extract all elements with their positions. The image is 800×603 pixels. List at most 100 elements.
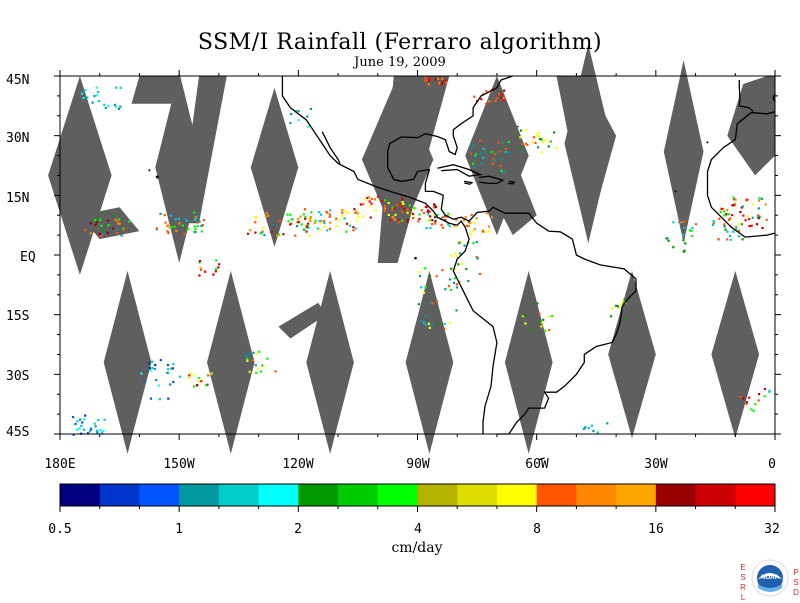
rain-cell bbox=[425, 315, 428, 318]
rain-cell bbox=[276, 234, 279, 237]
rain-cell bbox=[470, 213, 473, 216]
rain-cell bbox=[255, 216, 258, 219]
rain-cell bbox=[344, 210, 347, 213]
rain-cell bbox=[258, 350, 261, 353]
rain-cell bbox=[328, 215, 331, 218]
rain-cell bbox=[274, 370, 277, 373]
rain-cell bbox=[117, 222, 120, 225]
rain-cell bbox=[102, 232, 105, 235]
rain-cell bbox=[155, 379, 158, 382]
rain-cell bbox=[383, 205, 387, 208]
rain-cell bbox=[300, 223, 304, 226]
rain-cell bbox=[428, 210, 431, 213]
rain-cell bbox=[428, 77, 431, 80]
rain-cell bbox=[548, 141, 551, 144]
rain-cell bbox=[449, 321, 452, 324]
rain-cell bbox=[99, 218, 102, 221]
rain-cell bbox=[455, 309, 458, 312]
rain-cell bbox=[747, 215, 750, 218]
rain-cell bbox=[754, 403, 757, 406]
rain-cell bbox=[72, 433, 75, 436]
rain-cell bbox=[422, 291, 425, 294]
noaa-logo-bird bbox=[757, 573, 783, 580]
lat-label-15s: 15S bbox=[6, 309, 30, 324]
rain-cell bbox=[201, 224, 204, 227]
rain-cell bbox=[188, 374, 191, 377]
rain-cell bbox=[549, 140, 552, 143]
rain-cell bbox=[757, 217, 760, 220]
rain-cell bbox=[178, 222, 181, 225]
rain-cell bbox=[200, 268, 203, 271]
rain-cell bbox=[548, 329, 551, 332]
rain-cell bbox=[408, 204, 411, 207]
rain-cell bbox=[723, 225, 726, 228]
no-data-swath bbox=[250, 87, 299, 248]
rain-cell bbox=[218, 263, 221, 266]
lon-label-180e: 180E bbox=[44, 457, 76, 472]
rain-cell bbox=[119, 105, 122, 108]
rain-cell bbox=[93, 94, 96, 98]
rain-cell bbox=[204, 270, 207, 273]
no-data-swath bbox=[278, 302, 327, 339]
rain-cell bbox=[188, 377, 191, 380]
rain-cell bbox=[329, 209, 332, 212]
rain-cell bbox=[503, 89, 506, 92]
rain-cell bbox=[391, 216, 394, 219]
canary-island bbox=[706, 141, 709, 144]
no-data-swath bbox=[608, 270, 656, 438]
rain-cell bbox=[444, 288, 447, 291]
rain-cell bbox=[688, 229, 692, 232]
rain-cell bbox=[80, 424, 83, 427]
rain-cell bbox=[667, 239, 670, 242]
rain-cell bbox=[459, 240, 462, 243]
rain-cell bbox=[357, 215, 360, 219]
rain-cell bbox=[84, 229, 87, 232]
rain-cell bbox=[263, 233, 266, 237]
rain-cell bbox=[440, 223, 443, 226]
rain-cell bbox=[538, 312, 541, 315]
rain-cell bbox=[752, 409, 755, 412]
rain-cell bbox=[369, 216, 372, 219]
rain-cell bbox=[118, 222, 121, 225]
rain-cell bbox=[319, 219, 323, 223]
hawaii-island bbox=[155, 175, 159, 179]
rain-cell bbox=[435, 275, 438, 278]
rain-cell bbox=[287, 220, 290, 223]
cape-verde-island bbox=[674, 190, 677, 193]
rain-cell bbox=[341, 209, 344, 212]
colorbar-segment bbox=[258, 484, 299, 506]
rain-cell bbox=[196, 221, 199, 224]
rain-cell bbox=[169, 383, 172, 386]
rain-cell bbox=[490, 216, 494, 219]
hispaniola-coast bbox=[479, 175, 505, 185]
rain-cell bbox=[329, 221, 332, 224]
rain-cell bbox=[424, 79, 427, 82]
rain-cell bbox=[297, 217, 300, 221]
rain-cell bbox=[584, 426, 587, 429]
lon-label-0: 0 bbox=[768, 457, 776, 472]
rain-cell bbox=[328, 213, 331, 216]
rain-cell bbox=[255, 353, 258, 356]
rain-cell bbox=[431, 223, 434, 226]
rain-cell bbox=[198, 274, 201, 277]
east-coast-americas bbox=[387, 75, 637, 435]
rain-cell bbox=[502, 171, 506, 174]
jamaica-coast bbox=[463, 180, 474, 185]
colorbar-segment bbox=[99, 484, 140, 506]
rain-cell bbox=[447, 212, 450, 216]
rain-cell bbox=[89, 222, 92, 225]
lon-label-30w: 30W bbox=[644, 457, 668, 472]
rain-cell bbox=[491, 162, 494, 165]
rain-cell bbox=[84, 89, 87, 92]
rain-cell bbox=[252, 351, 255, 354]
rain-cell bbox=[354, 227, 357, 230]
rain-cell bbox=[431, 219, 434, 222]
logo-name: NOAA bbox=[761, 575, 779, 581]
rain-cell bbox=[96, 429, 99, 432]
rain-cell bbox=[424, 206, 427, 209]
rain-cell bbox=[440, 83, 443, 86]
rain-cell bbox=[214, 268, 218, 271]
rain-cell bbox=[394, 213, 397, 216]
rain-cell bbox=[304, 208, 307, 211]
